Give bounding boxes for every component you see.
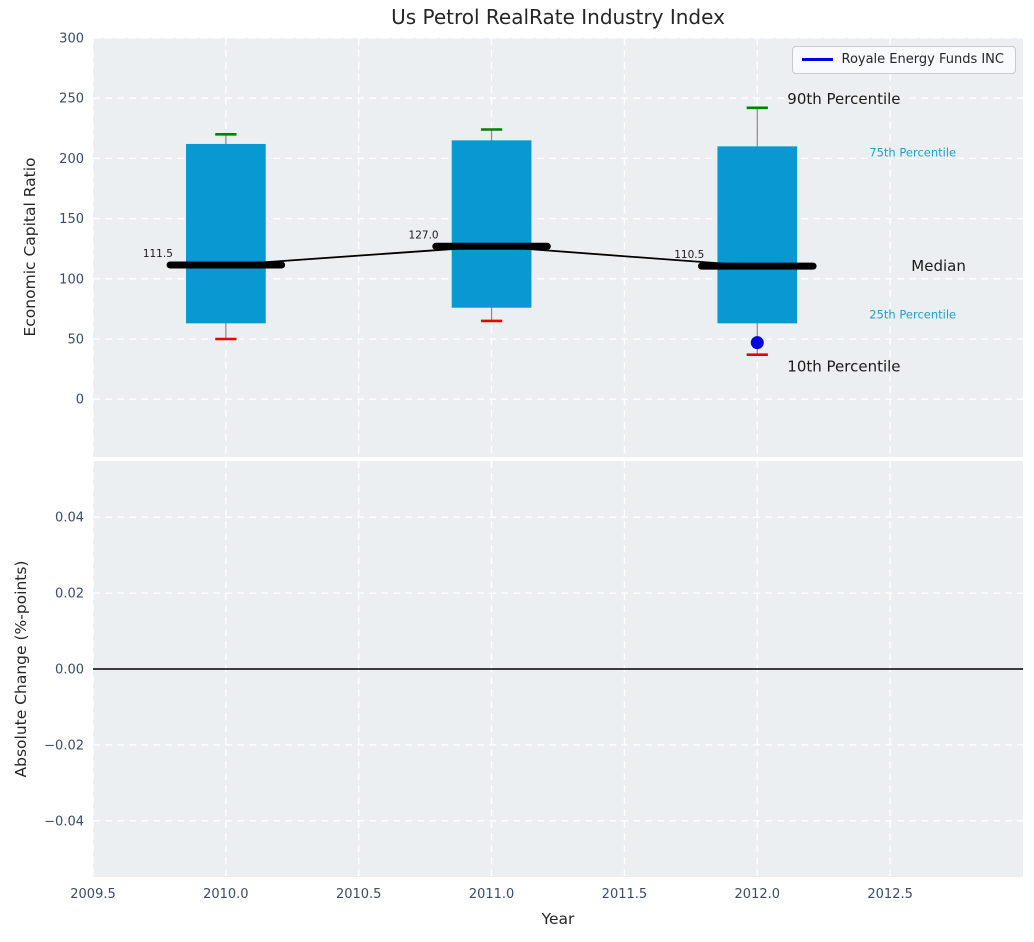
y-tick-label: 0.02 <box>55 587 84 602</box>
y-axis-label-bottom: Absolute Change (%-points) <box>12 560 30 778</box>
median-value-label-2012: 110.5 <box>674 249 704 261</box>
x-tick-label: 2009.5 <box>70 887 116 902</box>
chart-title: Us Petrol RealRate Industry Index <box>391 5 725 29</box>
y-tick-label: −0.04 <box>44 814 84 829</box>
x-tick-label: 2010.5 <box>336 887 382 902</box>
box-2012 <box>717 146 798 324</box>
y-tick-label: 0 <box>76 393 84 408</box>
y-tick-label: 150 <box>59 212 84 227</box>
x-tick-label: 2012.0 <box>735 887 781 902</box>
annotation-median: Median <box>911 257 966 275</box>
annotation-90th-percentile: 90th Percentile <box>787 90 900 108</box>
y-tick-label: 50 <box>67 333 84 348</box>
x-tick-label: 2010.0 <box>203 887 249 902</box>
box-2010 <box>186 143 266 324</box>
legend-label: Royale Energy Funds INC <box>841 52 1005 67</box>
median-value-label-2010: 111.5 <box>143 248 173 260</box>
y-tick-label: 0.04 <box>55 511 84 526</box>
company-marker-dot <box>750 336 764 350</box>
y-tick-label: 250 <box>59 92 84 107</box>
x-tick-label: 2012.5 <box>867 887 913 902</box>
y-tick-label: 0.00 <box>55 663 84 678</box>
y-axis-label-top: Economic Capital Ratio <box>21 157 39 337</box>
y-tick-label: 200 <box>59 152 84 167</box>
legend-line-sample <box>801 58 833 61</box>
box-2011 <box>451 140 532 308</box>
annotation-75th-percentile: 75th Percentile <box>869 145 956 159</box>
x-tick-label: 2011.5 <box>602 887 648 902</box>
y-tick-label: 100 <box>59 272 84 287</box>
x-tick-label: 2011.0 <box>469 887 515 902</box>
annotation-25th-percentile: 25th Percentile <box>869 307 956 321</box>
y-tick-label: 300 <box>59 32 84 47</box>
legend: Royale Energy Funds INC <box>791 46 1016 74</box>
median-value-label-2011: 127.0 <box>409 229 439 241</box>
y-tick-label: −0.02 <box>44 738 84 753</box>
annotation-10th-percentile: 10th Percentile <box>787 358 900 376</box>
x-axis-label: Year <box>541 910 575 928</box>
